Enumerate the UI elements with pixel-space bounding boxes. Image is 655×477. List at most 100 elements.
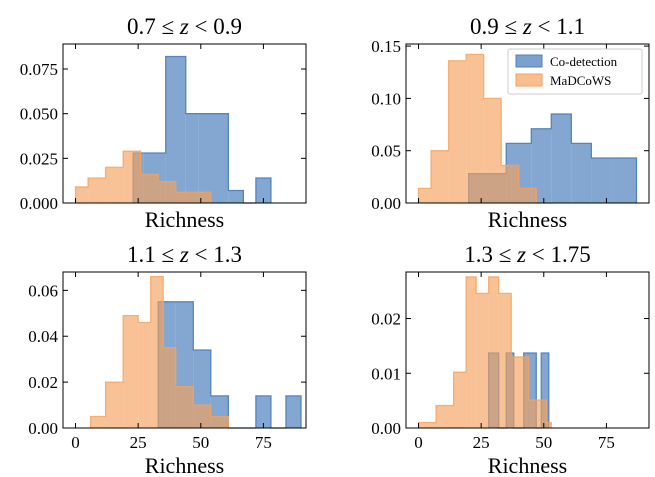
histogram-bar (511, 356, 529, 428)
histogram-bar (105, 382, 124, 428)
legend: Co-detection MaDCoWS (507, 48, 643, 95)
y-tick-label: 0.01 (371, 364, 401, 383)
histogram-bar (611, 158, 637, 203)
x-axis-label: Richness (488, 207, 567, 232)
y-tick-label: 0.000 (20, 194, 58, 213)
series-madcows (417, 276, 552, 428)
histogram-bar (531, 128, 552, 203)
histogram-bar (453, 372, 467, 428)
histogram-bar (163, 347, 176, 428)
x-tick-label: 75 (598, 433, 615, 452)
histogram-bar (193, 405, 211, 428)
histogram-panel-1: 0.000 0.025 0.050 0.075 Richness 0.7 ≤ z < 0.… (20, 14, 307, 232)
x-tick-label: 0 (71, 433, 80, 452)
histogram-bar (418, 422, 437, 428)
x-tick-label: 75 (255, 433, 272, 452)
panel-title: 1.3 ≤ z < 1.75 (464, 242, 591, 267)
histogram-bar (501, 165, 519, 203)
y-tick-label: 0.025 (20, 149, 58, 168)
panel-title: 1.1 ≤ z < 1.3 (127, 242, 242, 267)
y-tick-label: 0.05 (371, 142, 401, 161)
x-axis-label: Richness (488, 453, 567, 477)
histogram-outline (89, 275, 229, 428)
x-axis-label: Richness (145, 207, 224, 232)
axes-frame (405, 271, 650, 429)
legend-label: Co-detection (550, 54, 618, 69)
histogram-bar (75, 186, 89, 203)
x-axis-label: Richness (145, 453, 224, 477)
histogram-bar (551, 114, 572, 203)
histogram-outline (132, 55, 272, 204)
y-tick-label: 0.050 (20, 105, 58, 124)
histogram-outline (467, 113, 638, 203)
histogram-panel-4: 0.00 0.01 0.02 0 25 50 75 Richness 1.3 ≤ z < 1.7… (371, 242, 650, 477)
histogram-bar (466, 54, 484, 203)
histogram-outline (417, 53, 554, 204)
histogram-bar (476, 293, 489, 428)
histogram-bar (105, 167, 124, 203)
histogram-bar (546, 422, 552, 428)
y-tick-label: 0.10 (371, 89, 401, 108)
histogram-bar (488, 276, 499, 428)
histogram-bar (138, 322, 151, 428)
histogram-panel-3: 0.00 0.02 0.04 0.06 0 25 50 75 Richness 1.1 ≤ z <… (28, 242, 307, 477)
y-tick-label: 0.15 (371, 37, 401, 56)
histogram-bar (518, 188, 537, 203)
y-tick-label: 0.02 (28, 373, 58, 392)
histogram-bar (165, 56, 186, 204)
histogram-bar (198, 113, 229, 203)
histogram-bar (175, 386, 194, 428)
histogram-bar (193, 192, 211, 203)
x-tick-label: 50 (535, 433, 552, 452)
histogram-bar (123, 151, 141, 203)
histogram-bar (150, 276, 164, 428)
histogram-bar (255, 177, 271, 203)
axes-frame (62, 43, 307, 204)
y-tick-label: 0.00 (371, 194, 401, 213)
histogram-bar (418, 188, 432, 203)
histogram-panel-2: 0.00 0.05 0.10 0.15 Richness 0.9 ≤ z < 1.1 Co-… (371, 14, 650, 232)
series-co-detection (132, 55, 272, 204)
y-tick-label: 0.06 (28, 281, 58, 300)
y-tick-label: 0.00 (371, 419, 401, 438)
histogram-bar (483, 98, 502, 203)
legend-label: MaDCoWS (550, 73, 611, 88)
series-madcows (417, 53, 554, 204)
histogram-bar (436, 405, 454, 428)
histogram-outline (417, 276, 552, 428)
histogram-bar (140, 174, 159, 203)
histogram-bar (285, 395, 301, 428)
histogram-bar (528, 400, 547, 428)
y-tick-label: 0.075 (20, 60, 58, 79)
histogram-bar (90, 416, 106, 428)
y-tick-label: 0.00 (28, 419, 58, 438)
histogram-bar (228, 190, 244, 203)
axes-frame (405, 43, 650, 204)
x-tick-label: 0 (414, 433, 423, 452)
histogram-bar (431, 150, 449, 203)
y-tick-label: 0.02 (371, 310, 401, 329)
legend-swatch (515, 54, 543, 68)
histogram-bar (185, 113, 199, 203)
legend-swatch (515, 73, 543, 87)
y-tick-label: 0.04 (28, 327, 58, 346)
panel-title: 0.7 ≤ z < 0.9 (127, 14, 242, 39)
x-tick-label: 50 (192, 433, 209, 452)
histogram-bar (158, 181, 176, 203)
histogram-bar (591, 158, 612, 203)
x-tick-label: 25 (130, 433, 147, 452)
histogram-bar (448, 60, 467, 203)
panel-title: 0.9 ≤ z < 1.1 (470, 14, 585, 39)
histogram-bar (466, 276, 477, 428)
histogram-bar (175, 192, 194, 203)
axes-frame (62, 271, 307, 429)
x-tick-label: 25 (473, 433, 490, 452)
series-madcows (89, 275, 229, 428)
histogram-outline (74, 150, 212, 203)
histogram-bar (88, 177, 106, 203)
histogram-bar (123, 315, 139, 428)
histogram-bar (498, 293, 512, 428)
histogram-bar (541, 353, 549, 428)
histogram-bar (210, 416, 229, 428)
